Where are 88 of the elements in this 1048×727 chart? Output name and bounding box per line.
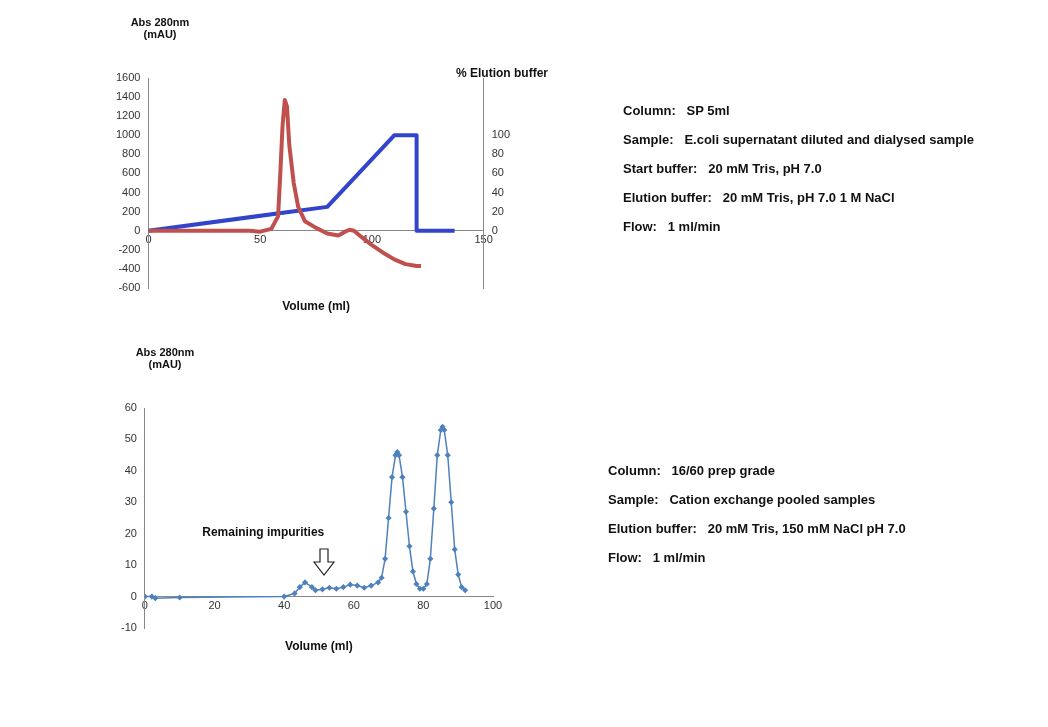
point xyxy=(385,515,392,521)
point xyxy=(396,452,402,458)
text: Elution buffer: 20 mM Tris, pH 7.0 1 M NaCl xyxy=(623,190,896,205)
y-tick-label: 0 xyxy=(134,223,141,236)
y-tick-label: 400 xyxy=(122,185,141,198)
point xyxy=(291,590,298,597)
point xyxy=(176,594,183,601)
y-tick-label: 600 xyxy=(122,166,141,179)
x-tick-label: 20 xyxy=(208,599,221,612)
y-tick-label: 60 xyxy=(124,401,137,414)
point xyxy=(347,581,354,588)
x-tick-label: 60 xyxy=(347,599,360,612)
y-tick-label: 10 xyxy=(124,558,137,571)
point xyxy=(451,546,458,553)
y2-tick-label: 0 xyxy=(491,223,498,236)
point xyxy=(354,582,360,589)
point xyxy=(406,543,413,550)
point xyxy=(455,571,461,578)
point xyxy=(399,474,406,480)
y-tick-label: 800 xyxy=(122,147,141,160)
y-tick-label: 20 xyxy=(124,526,137,539)
point xyxy=(149,593,155,600)
y-tick-label: -400 xyxy=(118,261,141,274)
x-axis-title: Volume (ml) xyxy=(285,639,353,653)
point xyxy=(382,556,388,562)
y-tick-label: -600 xyxy=(118,281,141,294)
x-axis-title: Volume (ml) xyxy=(282,299,350,313)
point xyxy=(410,568,416,575)
text: Elution buffer: 20 mM Tris, 150 mM NaCl pH 7.0 xyxy=(608,521,906,536)
annotation: Remaining impurities xyxy=(202,524,325,539)
point xyxy=(441,427,448,433)
y2-tick-label: 80 xyxy=(491,147,504,160)
y-axis-title: Abs 280nm (mAU) xyxy=(134,346,196,370)
y2-tick-label: 60 xyxy=(491,166,504,179)
text: Column: 16/60 prep grade xyxy=(608,463,776,478)
point xyxy=(302,579,308,586)
point xyxy=(403,508,409,515)
y-tick-label: 1200 xyxy=(115,109,141,122)
point xyxy=(434,452,441,458)
point xyxy=(375,579,381,586)
point xyxy=(152,595,159,601)
x-tick-label: 100 xyxy=(483,599,503,612)
x-tick-label: 80 xyxy=(417,599,430,612)
point xyxy=(417,585,423,592)
y2-tick-label: 20 xyxy=(491,204,504,217)
y-tick-label: -200 xyxy=(118,242,141,255)
point xyxy=(448,499,454,506)
text: Flow: 1 ml/min xyxy=(608,550,707,565)
y-tick-label: 40 xyxy=(124,463,137,476)
y-tick-label: 50 xyxy=(124,432,137,445)
point xyxy=(427,556,434,562)
y-tick-label: 1000 xyxy=(115,128,141,141)
point xyxy=(281,593,287,600)
text: Start buffer: 20 mM Tris, pH 7.0 xyxy=(623,161,823,176)
point xyxy=(361,585,367,591)
y-tick-label: 1400 xyxy=(115,90,141,103)
point xyxy=(309,584,315,590)
y-tick-label: 200 xyxy=(122,204,141,217)
text: Column: SP 5ml xyxy=(623,103,731,118)
point xyxy=(333,585,340,592)
point xyxy=(431,505,437,512)
point xyxy=(389,474,395,480)
y2-tick-label: 100 xyxy=(491,128,511,141)
y-tick-label: 30 xyxy=(124,495,137,508)
point xyxy=(420,585,427,592)
point xyxy=(340,584,347,590)
point xyxy=(424,581,430,587)
y-tick-label: 0 xyxy=(130,589,137,602)
y-tick-label: -10 xyxy=(120,621,137,634)
point xyxy=(462,587,468,594)
point xyxy=(368,582,374,589)
x-tick-label: 50 xyxy=(254,233,267,246)
point xyxy=(297,584,303,590)
point xyxy=(312,587,319,594)
text: Sample: E.coli supernatant diluted and dialysed sample xyxy=(623,132,975,147)
point xyxy=(445,452,451,458)
y-axis-title: Abs 280nm (mAU) xyxy=(129,16,191,40)
y-tick-label: 1600 xyxy=(115,71,141,84)
x-tick-label: 40 xyxy=(278,599,291,612)
y2-tick-label: 40 xyxy=(491,185,504,198)
point xyxy=(413,581,420,587)
point xyxy=(458,584,465,590)
text: Flow: 1 ml/min xyxy=(623,219,722,234)
point xyxy=(326,585,333,591)
text: Sample: Cation exchange pooled samples xyxy=(608,492,877,507)
y2-axis-title: % Elution buffer xyxy=(456,66,548,80)
point xyxy=(378,574,385,581)
point xyxy=(319,586,326,593)
